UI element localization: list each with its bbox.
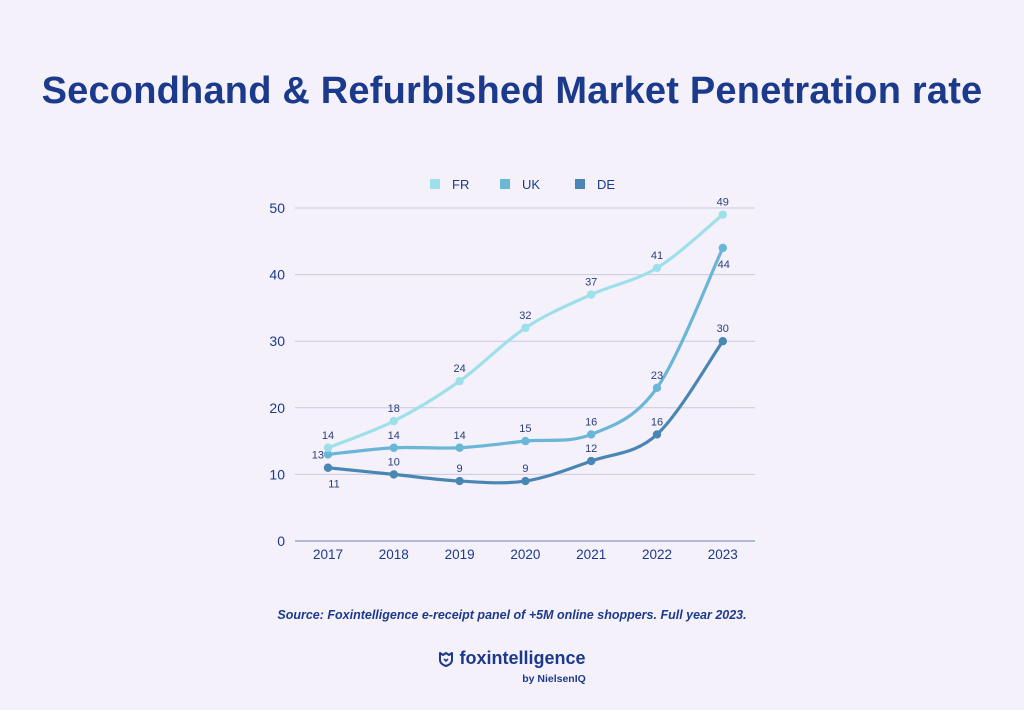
data-point-de bbox=[652, 430, 662, 439]
y-tick-label: 50 bbox=[269, 200, 285, 216]
data-label-uk: 23 bbox=[651, 370, 663, 382]
data-label-fr: 49 bbox=[717, 197, 729, 209]
data-point-de bbox=[718, 337, 727, 346]
data-point-fr bbox=[652, 263, 662, 273]
brand-subtitle: by NielsenIQ bbox=[522, 672, 586, 685]
data-point-fr bbox=[323, 443, 333, 452]
data-label-uk: 15 bbox=[519, 423, 531, 435]
x-tick-label: 2020 bbox=[510, 547, 540, 562]
data-label-uk: 14 bbox=[453, 430, 465, 442]
data-label-fr: 24 bbox=[453, 363, 465, 375]
data-label-de: 10 bbox=[388, 456, 400, 468]
series bbox=[323, 210, 727, 486]
data-label-de: 11 bbox=[328, 479, 339, 491]
data-point-de bbox=[323, 463, 333, 472]
data-label-de: 9 bbox=[522, 463, 528, 475]
x-tick-label: 2017 bbox=[313, 547, 343, 562]
source-note: Source: Foxintelligence e-receipt panel … bbox=[277, 608, 747, 622]
y-tick-label: 30 bbox=[269, 333, 285, 349]
data-point-fr bbox=[455, 376, 464, 386]
legend-label-uk: UK bbox=[522, 177, 540, 192]
data-label-uk: 14 bbox=[388, 430, 400, 442]
legend-label-de: DE bbox=[597, 177, 615, 192]
axes: 0 10 20 30 40 50 2017 2018 2019 2020 2021 2022 2023 bbox=[269, 200, 755, 562]
data-label-de: 9 bbox=[457, 463, 463, 475]
data-point-uk bbox=[587, 430, 596, 439]
y-tick-label: 10 bbox=[269, 466, 285, 482]
x-tick-label: 2019 bbox=[445, 547, 475, 562]
page-title: Secondhand & Refurbished Market Penetrat… bbox=[41, 70, 983, 112]
grid bbox=[295, 207, 755, 475]
legend: FR UK DE bbox=[430, 177, 615, 192]
legend-label-fr: FR bbox=[452, 177, 469, 192]
y-tick-label: 40 bbox=[269, 267, 285, 283]
data-point-uk bbox=[389, 443, 398, 452]
data-point-de bbox=[521, 476, 530, 486]
legend-marker-fr bbox=[430, 179, 440, 189]
brand-logo: foxintelligence by NielsenIQ bbox=[0, 648, 1024, 685]
data-point-uk bbox=[652, 383, 662, 393]
legend-marker-de bbox=[575, 179, 585, 189]
data-point-fr bbox=[389, 416, 398, 426]
data-label-de: 12 bbox=[585, 443, 597, 455]
data-label-uk: 44 bbox=[718, 259, 730, 271]
y-tick-label: 20 bbox=[269, 400, 285, 416]
data-point-de bbox=[389, 470, 398, 479]
data-point-fr bbox=[718, 210, 727, 219]
data-label-fr: 37 bbox=[585, 277, 597, 289]
data-label-de: 16 bbox=[651, 416, 663, 428]
data-point-uk bbox=[718, 243, 727, 253]
brand-name: foxintelligence bbox=[459, 648, 586, 668]
data-point-uk bbox=[323, 450, 333, 459]
data-label-fr: 32 bbox=[519, 310, 531, 322]
data-label-uk: 16 bbox=[585, 416, 597, 428]
data-label-de: 30 bbox=[717, 323, 729, 335]
y-tick-label: 0 bbox=[277, 533, 285, 549]
data-point-uk bbox=[455, 443, 464, 452]
data-point-fr bbox=[521, 323, 530, 333]
data-point-de bbox=[455, 476, 464, 486]
x-tick-label: 2021 bbox=[576, 547, 606, 562]
shield-fox-icon bbox=[439, 651, 454, 667]
x-tick-label: 2023 bbox=[708, 547, 738, 562]
x-tick-label: 2018 bbox=[379, 547, 409, 562]
data-label-fr: 14 bbox=[322, 430, 334, 442]
data-point-fr bbox=[587, 290, 596, 299]
data-point-uk bbox=[521, 436, 530, 446]
data-labels: 14 18 24 32 37 41 49 13 14 14 15 16 23 44 11 10 9 9 12 16 30 bbox=[312, 197, 730, 491]
data-label-fr: 18 bbox=[388, 403, 400, 415]
legend-marker-uk bbox=[500, 179, 510, 189]
data-label-fr: 41 bbox=[651, 250, 663, 262]
data-label-uk: 13 bbox=[312, 449, 324, 461]
data-point-de bbox=[587, 456, 596, 466]
x-tick-label: 2022 bbox=[642, 547, 672, 562]
